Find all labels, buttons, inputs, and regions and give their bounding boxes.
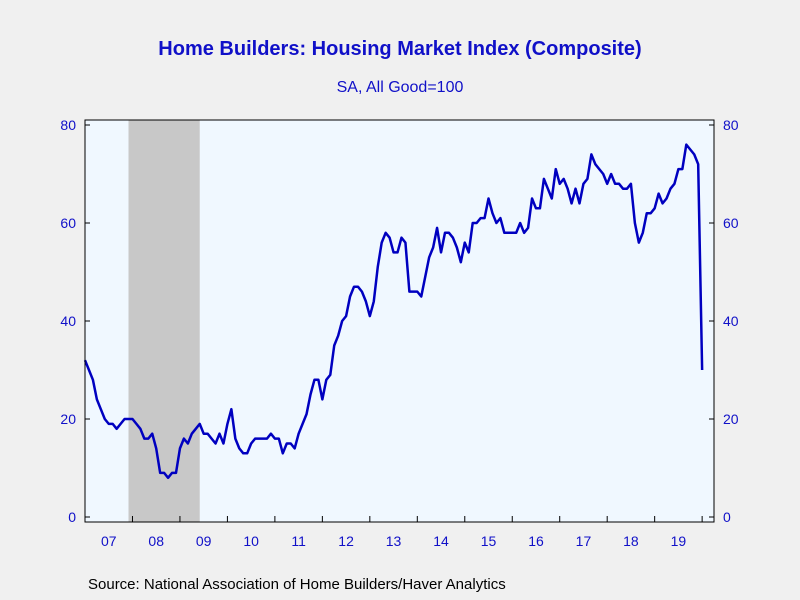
y-tick-label-left: 60 xyxy=(60,215,76,231)
x-tick-label: 07 xyxy=(101,533,117,549)
x-tick-label: 18 xyxy=(623,533,639,549)
recession-bands xyxy=(128,120,200,522)
y-tick-label-right: 0 xyxy=(723,509,731,525)
x-axis: 07 08 09 10 11 12 13 14 15 16 17 18 19 xyxy=(84,516,703,549)
series-line xyxy=(83,143,704,480)
x-tick-label: 08 xyxy=(148,533,164,549)
x-tick-label: 15 xyxy=(481,533,497,549)
y-tick-label-left: 80 xyxy=(60,117,76,133)
x-tick-label: 10 xyxy=(243,533,259,549)
chart-title: Home Builders: Housing Market Index (Com… xyxy=(158,38,642,60)
x-tick-label: 14 xyxy=(433,533,449,549)
y-axis-right: 0 20 40 60 80 xyxy=(709,117,739,525)
x-tick-label: 12 xyxy=(338,533,354,549)
x-tick-label: 09 xyxy=(196,533,212,549)
x-tick-label: 11 xyxy=(291,533,306,549)
x-tick-label: 17 xyxy=(576,533,592,549)
y-tick-label-left: 0 xyxy=(68,509,76,525)
y-axis-left: 0 20 40 60 80 xyxy=(60,117,90,525)
y-tick-label-right: 80 xyxy=(723,117,739,133)
y-tick-label-right: 60 xyxy=(723,215,739,231)
chart-subtitle: SA, All Good=100 xyxy=(336,79,464,96)
x-tick-label: 16 xyxy=(528,533,544,549)
x-tick-label: 19 xyxy=(671,533,687,549)
source-note: Source: National Association of Home Bui… xyxy=(88,576,506,593)
series-layer xyxy=(83,143,704,480)
recession-band xyxy=(128,120,200,522)
y-tick-label-left: 40 xyxy=(60,313,76,329)
y-tick-label-right: 20 xyxy=(723,411,739,427)
x-tick-label: 13 xyxy=(386,533,402,549)
y-tick-label-right: 40 xyxy=(723,313,739,329)
y-tick-label-left: 20 xyxy=(60,411,76,427)
